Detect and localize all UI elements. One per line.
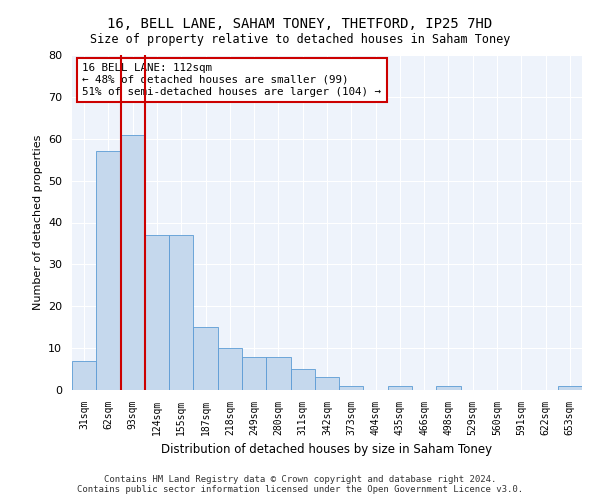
Text: 16, BELL LANE, SAHAM TONEY, THETFORD, IP25 7HD: 16, BELL LANE, SAHAM TONEY, THETFORD, IP… xyxy=(107,18,493,32)
Bar xyxy=(388,386,412,390)
Bar xyxy=(145,235,169,390)
Bar xyxy=(290,369,315,390)
Bar xyxy=(96,152,121,390)
Y-axis label: Number of detached properties: Number of detached properties xyxy=(32,135,43,310)
Bar xyxy=(169,235,193,390)
Bar xyxy=(72,360,96,390)
Bar xyxy=(193,327,218,390)
Bar xyxy=(266,356,290,390)
Bar xyxy=(218,348,242,390)
Text: Contains HM Land Registry data © Crown copyright and database right 2024.
Contai: Contains HM Land Registry data © Crown c… xyxy=(77,474,523,494)
Bar xyxy=(242,356,266,390)
Bar xyxy=(558,386,582,390)
X-axis label: Distribution of detached houses by size in Saham Toney: Distribution of detached houses by size … xyxy=(161,444,493,456)
Bar xyxy=(121,134,145,390)
Bar xyxy=(315,378,339,390)
Bar xyxy=(339,386,364,390)
Bar xyxy=(436,386,461,390)
Text: Size of property relative to detached houses in Saham Toney: Size of property relative to detached ho… xyxy=(90,32,510,46)
Text: 16 BELL LANE: 112sqm
← 48% of detached houses are smaller (99)
51% of semi-detac: 16 BELL LANE: 112sqm ← 48% of detached h… xyxy=(82,64,381,96)
